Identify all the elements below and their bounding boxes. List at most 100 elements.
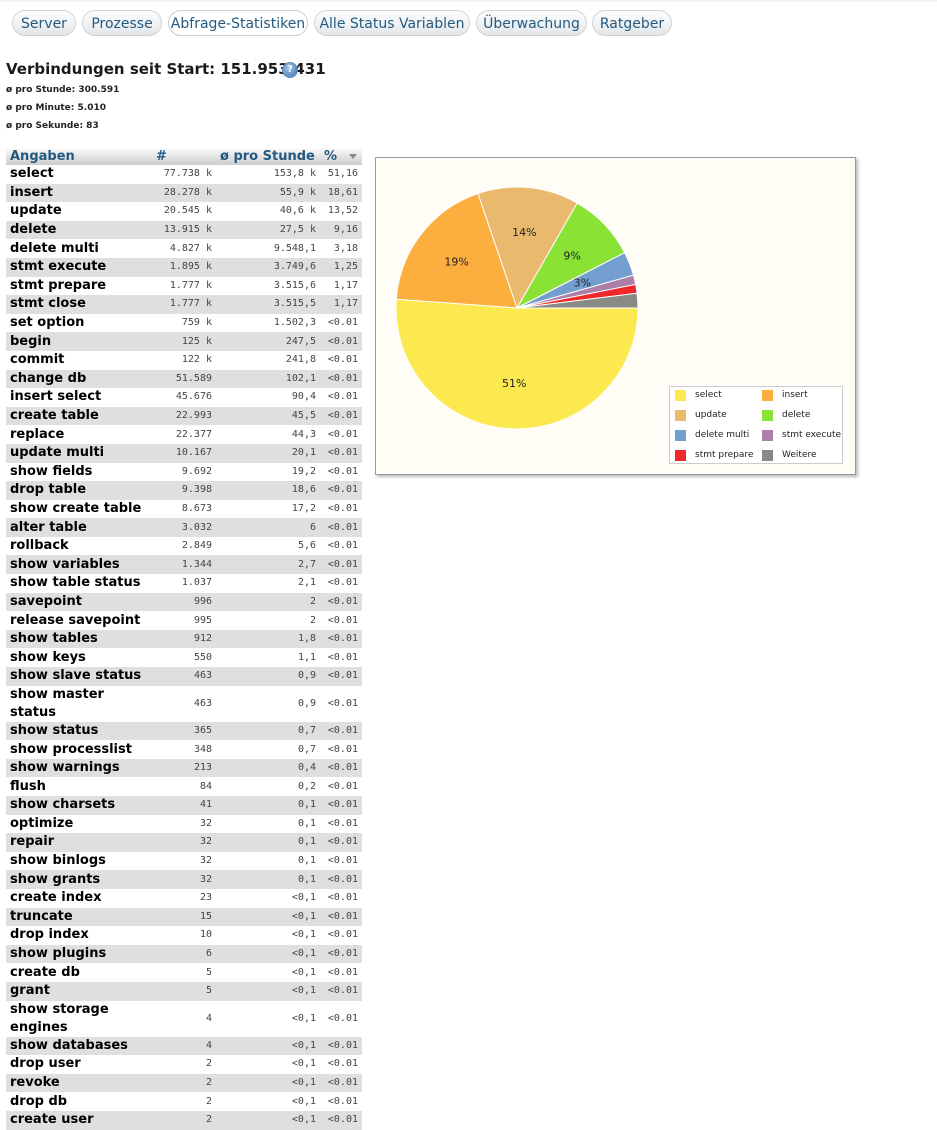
cell-name: release savepoint — [6, 611, 152, 630]
cell-name: insert select — [6, 388, 152, 407]
legend-swatch — [675, 410, 686, 421]
cell-name: show fields — [6, 462, 152, 482]
cell-percent: <0.01 — [320, 1000, 362, 1037]
cell-per-hour: 247,5 — [216, 332, 320, 351]
cell-name: begin — [6, 332, 152, 351]
cell-count: 2 — [152, 1055, 216, 1074]
cell-percent: <0.01 — [320, 667, 362, 686]
cell-name: commit — [6, 350, 152, 370]
table-row: create user 2 <0,1 <0.01 — [6, 1110, 362, 1130]
cell-count: 2 — [152, 1110, 216, 1130]
table-row: flush 84 0,2 <0.01 — [6, 777, 362, 796]
pie-slice-update[interactable] — [477, 186, 578, 310]
cell-count: 32 — [152, 814, 216, 834]
tab-prozesse[interactable]: Prozesse — [82, 10, 162, 36]
header-angaben[interactable]: Angaben — [6, 147, 152, 165]
table-row: show grants 32 0,1 <0.01 — [6, 870, 362, 889]
table-row: truncate 15 <0,1 <0.01 — [6, 907, 362, 927]
cell-per-hour: 0,7 — [216, 721, 320, 741]
tab-ueberwachung[interactable]: Überwachung — [476, 10, 587, 36]
tab-ratgeber[interactable]: Ratgeber — [592, 10, 672, 36]
tab-alle-status-variablen[interactable]: Alle Status Variablen — [314, 10, 470, 36]
cell-percent: <0.01 — [320, 907, 362, 927]
table-row: revoke 2 <0,1 <0.01 — [6, 1073, 362, 1093]
cell-per-hour: <0,1 — [216, 1055, 320, 1074]
cell-name: show master status — [6, 685, 152, 722]
cell-per-hour: 55,9 k — [216, 183, 320, 203]
cell-name: create table — [6, 406, 152, 426]
cell-count: 10 — [152, 926, 216, 945]
table-row: show storage engines 4 <0,1 <0.01 — [6, 1000, 362, 1037]
table-row: create index 23 <0,1 <0.01 — [6, 888, 362, 908]
cell-percent: <0.01 — [320, 944, 362, 964]
cell-count: 125 k — [152, 332, 216, 351]
pie-label-insert: 19% — [444, 255, 468, 268]
pie-label-delete-multi: 3% — [574, 276, 591, 289]
cell-percent: <0.01 — [320, 481, 362, 500]
cell-per-hour: 153,8 k — [216, 165, 320, 184]
pie-slice-select[interactable] — [395, 298, 639, 430]
stat-per-minute: ø pro Minute: 5.010 — [6, 103, 106, 113]
table-row: insert 28.278 k 55,9 k 18,61 — [6, 183, 362, 203]
cell-percent: <0.01 — [320, 369, 362, 389]
cell-percent: <0.01 — [320, 963, 362, 982]
cell-name: show binlogs — [6, 851, 152, 871]
pie-slice-insert[interactable] — [395, 192, 518, 309]
cell-count: 2.849 — [152, 536, 216, 556]
cell-count: 550 — [152, 648, 216, 668]
cell-per-hour: 5,6 — [216, 536, 320, 556]
cell-name: create index — [6, 888, 152, 908]
tab-server[interactable]: Server — [12, 10, 76, 36]
table-row: create table 22.993 45,5 <0.01 — [6, 406, 362, 426]
cell-count: 20.545 k — [152, 202, 216, 221]
header-percent[interactable]: % — [320, 147, 362, 165]
tab-abfrage-statistiken[interactable]: Abfrage-Statistiken — [168, 10, 308, 36]
pie-slice-Weitere[interactable] — [516, 292, 639, 309]
table-row: show databases 4 <0,1 <0.01 — [6, 1036, 362, 1056]
header-count[interactable]: # — [152, 147, 216, 165]
table-row: create db 5 <0,1 <0.01 — [6, 963, 362, 982]
cell-name: rollback — [6, 536, 152, 556]
cell-count: 122 k — [152, 350, 216, 370]
cell-per-hour: 1.502,3 — [216, 313, 320, 333]
cell-percent: 18,61 — [320, 183, 362, 203]
cell-name: show slave status — [6, 667, 152, 686]
table-row: show keys 550 1,1 <0.01 — [6, 648, 362, 668]
cell-per-hour: <0,1 — [216, 1036, 320, 1056]
cell-percent: <0.01 — [320, 1092, 362, 1111]
cell-name: update multi — [6, 443, 152, 463]
cell-name: show grants — [6, 870, 152, 889]
cell-count: 32 — [152, 870, 216, 889]
cell-name: truncate — [6, 907, 152, 927]
cell-percent: <0.01 — [320, 758, 362, 778]
cell-percent: <0.01 — [320, 332, 362, 351]
table-row: show slave status 463 0,9 <0.01 — [6, 667, 362, 686]
cell-count: 13.915 k — [152, 220, 216, 240]
cell-count: 995 — [152, 611, 216, 630]
cell-per-hour: 1,8 — [216, 629, 320, 649]
cell-percent: <0.01 — [320, 555, 362, 575]
cell-per-hour: 6 — [216, 518, 320, 537]
header-per-hour[interactable]: ø pro Stunde — [216, 147, 320, 165]
cell-percent: <0.01 — [320, 406, 362, 426]
top-border — [0, 0, 937, 2]
cell-name: show create table — [6, 499, 152, 519]
cell-percent: <0.01 — [320, 462, 362, 482]
cell-name: repair — [6, 833, 152, 852]
table-row: replace 22.377 44,3 <0.01 — [6, 425, 362, 444]
cell-percent: <0.01 — [320, 833, 362, 852]
table-row: select 77.738 k 153,8 k 51,16 — [6, 165, 362, 184]
table-row: show variables 1.344 2,7 <0.01 — [6, 555, 362, 575]
legend-label: delete — [782, 410, 811, 420]
legend-swatch — [762, 410, 773, 421]
cell-per-hour: 18,6 — [216, 481, 320, 500]
cell-per-hour: 0,2 — [216, 777, 320, 796]
table-row: show table status 1.037 2,1 <0.01 — [6, 574, 362, 593]
help-icon[interactable]: ? — [283, 63, 297, 77]
cell-count: 996 — [152, 592, 216, 612]
cell-per-hour: 102,1 — [216, 369, 320, 389]
cell-percent: <0.01 — [320, 777, 362, 796]
legend-label: stmt prepare — [695, 450, 754, 460]
cell-count: 28.278 k — [152, 183, 216, 203]
stat-per-hour: ø pro Stunde: 300.591 — [6, 85, 120, 95]
